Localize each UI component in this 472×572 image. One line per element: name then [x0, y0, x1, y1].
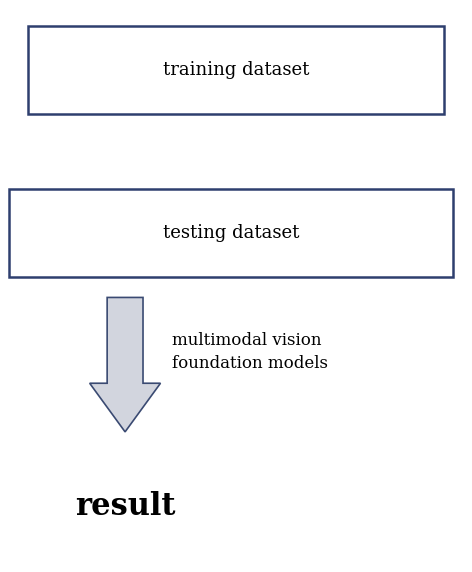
Polygon shape [90, 297, 160, 432]
Text: multimodal vision: multimodal vision [172, 332, 322, 349]
Bar [9, 189, 453, 277]
Text: testing dataset: testing dataset [163, 224, 299, 242]
Text: foundation models: foundation models [172, 355, 329, 372]
Bar [28, 26, 444, 114]
Text: training dataset: training dataset [163, 61, 309, 79]
Text: result: result [75, 491, 175, 522]
